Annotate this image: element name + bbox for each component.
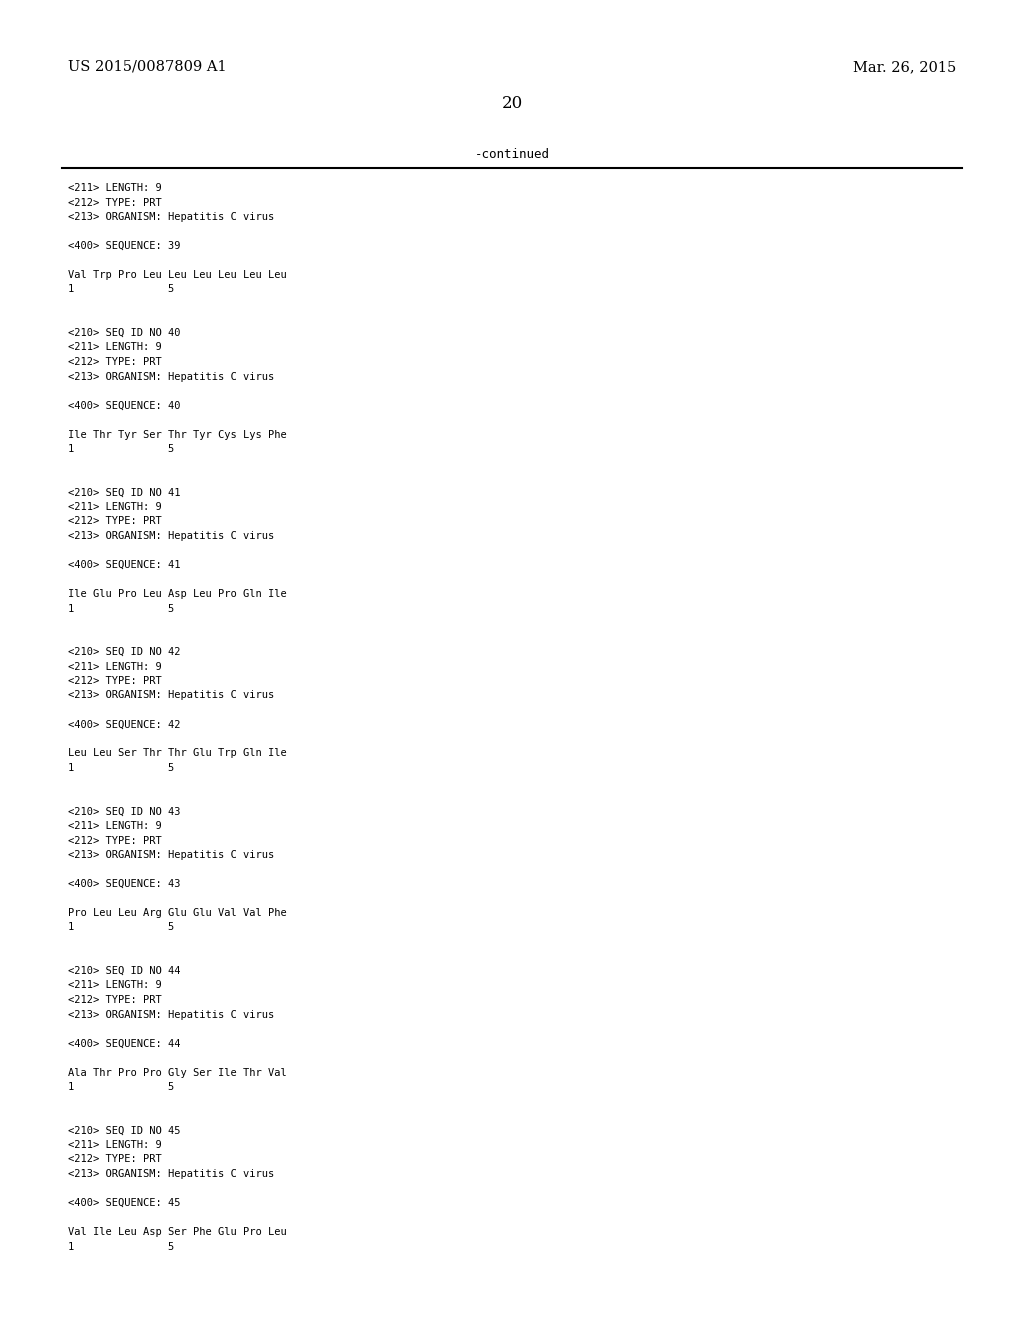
Text: Ile Thr Tyr Ser Thr Tyr Cys Lys Phe: Ile Thr Tyr Ser Thr Tyr Cys Lys Phe <box>68 429 287 440</box>
Text: <210> SEQ ID NO 45: <210> SEQ ID NO 45 <box>68 1126 180 1135</box>
Text: <213> ORGANISM: Hepatitis C virus: <213> ORGANISM: Hepatitis C virus <box>68 531 274 541</box>
Text: 20: 20 <box>502 95 522 112</box>
Text: Mar. 26, 2015: Mar. 26, 2015 <box>853 59 956 74</box>
Text: 1               5: 1 5 <box>68 603 174 614</box>
Text: <213> ORGANISM: Hepatitis C virus: <213> ORGANISM: Hepatitis C virus <box>68 690 274 701</box>
Text: <213> ORGANISM: Hepatitis C virus: <213> ORGANISM: Hepatitis C virus <box>68 213 274 222</box>
Text: <400> SEQUENCE: 42: <400> SEQUENCE: 42 <box>68 719 180 730</box>
Text: <211> LENGTH: 9: <211> LENGTH: 9 <box>68 502 162 512</box>
Text: <400> SEQUENCE: 40: <400> SEQUENCE: 40 <box>68 400 180 411</box>
Text: <212> TYPE: PRT: <212> TYPE: PRT <box>68 198 162 207</box>
Text: <212> TYPE: PRT: <212> TYPE: PRT <box>68 995 162 1005</box>
Text: <211> LENGTH: 9: <211> LENGTH: 9 <box>68 183 162 193</box>
Text: <400> SEQUENCE: 39: <400> SEQUENCE: 39 <box>68 242 180 251</box>
Text: <212> TYPE: PRT: <212> TYPE: PRT <box>68 836 162 846</box>
Text: <213> ORGANISM: Hepatitis C virus: <213> ORGANISM: Hepatitis C virus <box>68 1170 274 1179</box>
Text: Val Trp Pro Leu Leu Leu Leu Leu Leu: Val Trp Pro Leu Leu Leu Leu Leu Leu <box>68 271 287 280</box>
Text: 1               5: 1 5 <box>68 763 174 774</box>
Text: <400> SEQUENCE: 45: <400> SEQUENCE: 45 <box>68 1199 180 1208</box>
Text: <211> LENGTH: 9: <211> LENGTH: 9 <box>68 661 162 672</box>
Text: <211> LENGTH: 9: <211> LENGTH: 9 <box>68 342 162 352</box>
Text: <211> LENGTH: 9: <211> LENGTH: 9 <box>68 821 162 832</box>
Text: Leu Leu Ser Thr Thr Glu Trp Gln Ile: Leu Leu Ser Thr Thr Glu Trp Gln Ile <box>68 748 287 759</box>
Text: 1               5: 1 5 <box>68 923 174 932</box>
Text: <211> LENGTH: 9: <211> LENGTH: 9 <box>68 981 162 990</box>
Text: Ala Thr Pro Pro Gly Ser Ile Thr Val: Ala Thr Pro Pro Gly Ser Ile Thr Val <box>68 1068 287 1077</box>
Text: -continued: -continued <box>474 148 550 161</box>
Text: <210> SEQ ID NO 42: <210> SEQ ID NO 42 <box>68 647 180 657</box>
Text: Ile Glu Pro Leu Asp Leu Pro Gln Ile: Ile Glu Pro Leu Asp Leu Pro Gln Ile <box>68 589 287 599</box>
Text: <210> SEQ ID NO 40: <210> SEQ ID NO 40 <box>68 327 180 338</box>
Text: <210> SEQ ID NO 41: <210> SEQ ID NO 41 <box>68 487 180 498</box>
Text: <213> ORGANISM: Hepatitis C virus: <213> ORGANISM: Hepatitis C virus <box>68 850 274 861</box>
Text: <210> SEQ ID NO 44: <210> SEQ ID NO 44 <box>68 966 180 975</box>
Text: <400> SEQUENCE: 41: <400> SEQUENCE: 41 <box>68 560 180 570</box>
Text: 1               5: 1 5 <box>68 444 174 454</box>
Text: <400> SEQUENCE: 43: <400> SEQUENCE: 43 <box>68 879 180 888</box>
Text: <212> TYPE: PRT: <212> TYPE: PRT <box>68 676 162 686</box>
Text: Pro Leu Leu Arg Glu Glu Val Val Phe: Pro Leu Leu Arg Glu Glu Val Val Phe <box>68 908 287 917</box>
Text: US 2015/0087809 A1: US 2015/0087809 A1 <box>68 59 226 74</box>
Text: <212> TYPE: PRT: <212> TYPE: PRT <box>68 356 162 367</box>
Text: 1               5: 1 5 <box>68 285 174 294</box>
Text: <210> SEQ ID NO 43: <210> SEQ ID NO 43 <box>68 807 180 817</box>
Text: <212> TYPE: PRT: <212> TYPE: PRT <box>68 1155 162 1164</box>
Text: Val Ile Leu Asp Ser Phe Glu Pro Leu: Val Ile Leu Asp Ser Phe Glu Pro Leu <box>68 1228 287 1237</box>
Text: <213> ORGANISM: Hepatitis C virus: <213> ORGANISM: Hepatitis C virus <box>68 1010 274 1019</box>
Text: 1               5: 1 5 <box>68 1082 174 1092</box>
Text: <211> LENGTH: 9: <211> LENGTH: 9 <box>68 1140 162 1150</box>
Text: 1               5: 1 5 <box>68 1242 174 1251</box>
Text: <213> ORGANISM: Hepatitis C virus: <213> ORGANISM: Hepatitis C virus <box>68 371 274 381</box>
Text: <212> TYPE: PRT: <212> TYPE: PRT <box>68 516 162 527</box>
Text: <400> SEQUENCE: 44: <400> SEQUENCE: 44 <box>68 1039 180 1048</box>
